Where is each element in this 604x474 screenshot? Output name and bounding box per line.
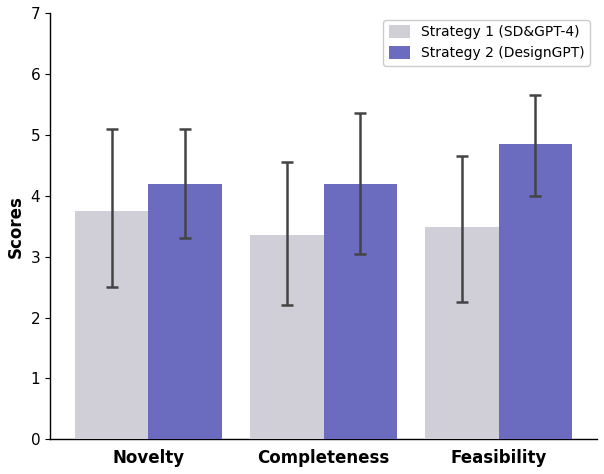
Y-axis label: Scores: Scores xyxy=(7,195,25,257)
Bar xyxy=(75,211,149,439)
Bar xyxy=(149,183,222,439)
Bar xyxy=(425,228,499,439)
Bar xyxy=(250,235,324,439)
Legend: Strategy 1 (SD&GPT-4), Strategy 2 (DesignGPT): Strategy 1 (SD&GPT-4), Strategy 2 (Desig… xyxy=(384,20,590,66)
Bar xyxy=(499,144,572,439)
Bar xyxy=(324,183,397,439)
